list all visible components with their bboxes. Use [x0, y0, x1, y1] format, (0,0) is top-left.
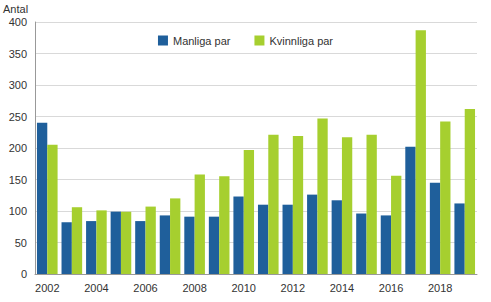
svg-text:250: 250 [9, 111, 27, 123]
svg-text:300: 300 [9, 79, 27, 91]
svg-text:Manliga par: Manliga par [173, 35, 231, 47]
svg-text:50: 50 [15, 237, 27, 249]
svg-text:200: 200 [9, 142, 27, 154]
svg-text:2008: 2008 [182, 282, 206, 294]
svg-text:Kvinnliga par: Kvinnliga par [269, 35, 333, 47]
svg-text:2002: 2002 [35, 282, 59, 294]
svg-text:150: 150 [9, 174, 27, 186]
svg-text:2014: 2014 [330, 282, 354, 294]
svg-text:2012: 2012 [281, 282, 305, 294]
svg-text:2018: 2018 [428, 282, 452, 294]
svg-text:2006: 2006 [133, 282, 157, 294]
svg-text:400: 400 [9, 16, 27, 28]
svg-text:0: 0 [21, 268, 27, 280]
svg-text:Antal: Antal [3, 3, 28, 15]
svg-text:2016: 2016 [379, 282, 403, 294]
svg-text:2010: 2010 [231, 282, 255, 294]
svg-text:100: 100 [9, 205, 27, 217]
svg-text:2004: 2004 [84, 282, 108, 294]
svg-text:350: 350 [9, 48, 27, 60]
